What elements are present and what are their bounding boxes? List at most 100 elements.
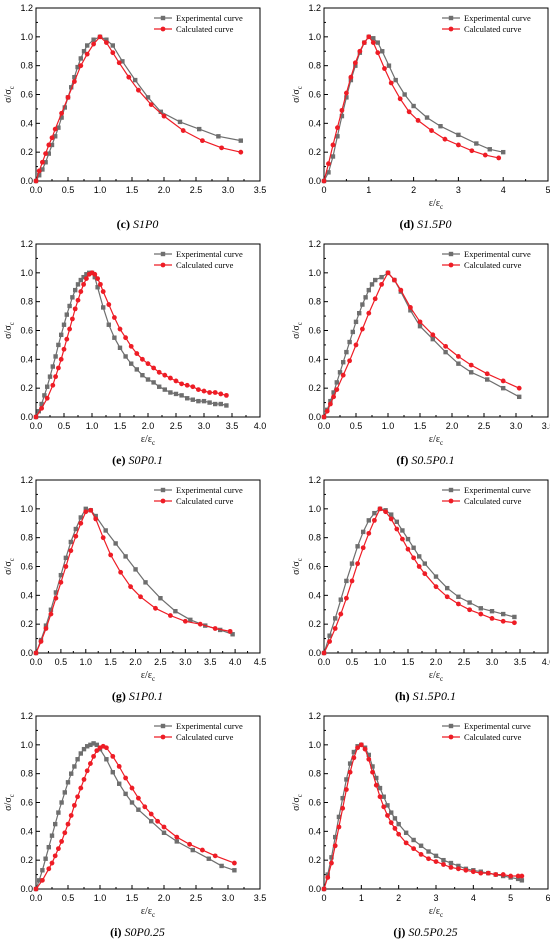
x-tick-label: 2.5 <box>190 893 203 903</box>
data-point-experimental <box>62 790 67 795</box>
x-tick-label: 4.0 <box>254 421 267 431</box>
y-tick-label: 0.4 <box>20 118 33 128</box>
data-point-calculated <box>418 852 424 857</box>
data-point-calculated <box>92 271 98 277</box>
x-tick-label: 0.0 <box>318 657 331 667</box>
data-point-experimental <box>201 398 207 404</box>
data-point-experimental <box>374 775 379 781</box>
x-axis-label-main: ε/ε <box>141 434 152 445</box>
data-point-calculated <box>108 552 114 558</box>
x-tick-label: 3.0 <box>486 657 499 667</box>
data-point-experimental <box>46 844 51 850</box>
data-point-experimental <box>418 843 424 848</box>
y-tick-label: 0.2 <box>20 855 33 865</box>
data-point-calculated <box>484 371 490 377</box>
data-point-calculated <box>33 414 39 420</box>
x-tick-label: 3.0 <box>179 657 192 667</box>
data-point-experimental <box>351 749 357 755</box>
y-tick-label: 0.6 <box>308 326 321 336</box>
x-tick-label: 3.0 <box>198 421 211 431</box>
x-tick-label: 2.0 <box>129 657 142 667</box>
data-point-experimental <box>67 303 72 309</box>
series-calculated <box>321 742 525 892</box>
y-tick-label: 0.4 <box>20 826 33 836</box>
y-axis-label-main: σ/σ <box>291 89 302 103</box>
data-point-calculated <box>339 107 345 113</box>
data-point-experimental <box>63 555 69 561</box>
x-axis-label: ε/εc <box>141 906 155 919</box>
x-tick-label: 5 <box>545 185 550 195</box>
data-point-experimental <box>213 401 218 407</box>
data-point-experimental <box>417 554 422 559</box>
data-point-calculated <box>443 343 448 349</box>
data-point-calculated <box>72 79 77 84</box>
legend-marker <box>448 498 454 504</box>
data-point-calculated <box>344 595 349 601</box>
data-point-calculated <box>456 142 461 148</box>
data-point-experimental <box>69 85 74 90</box>
data-point-calculated <box>53 374 58 380</box>
series-line-experimental <box>35 272 227 418</box>
series-line-experimental <box>35 508 233 654</box>
data-point-experimental <box>129 361 134 366</box>
y-axis-label-subscript: c <box>296 322 304 325</box>
data-point-experimental <box>84 272 89 277</box>
y-axis-label: σ/σc <box>3 86 16 103</box>
x-tick-label: 2.5 <box>154 657 167 667</box>
data-point-calculated <box>200 847 205 853</box>
data-point-experimental <box>83 506 88 512</box>
data-point-experimental <box>112 335 117 340</box>
data-point-experimental <box>62 105 67 110</box>
data-point-calculated <box>145 361 151 367</box>
chart-svg-d: 0 1 2 3 4 50.00.20.40.60.81.01.2σ/σcε/εcExper… <box>291 3 550 211</box>
data-point-calculated <box>78 63 84 69</box>
data-point-calculated <box>417 319 423 325</box>
chart-svg-i: 0.0 0.5 1.0 1.5 2.0 2.5 3.0 3.5 0.0 0.2 0.4 0.6 0.8 1… <box>3 711 266 919</box>
x-axis-label: ε/εc <box>429 670 443 683</box>
x-tick-label: 3 <box>456 185 461 195</box>
data-point-experimental <box>42 393 47 398</box>
caption-name: S0.5P0.25 <box>408 925 458 939</box>
data-point-calculated <box>372 296 378 302</box>
data-point-calculated <box>148 811 154 817</box>
data-point-experimental <box>174 839 179 844</box>
data-point-experimental <box>339 113 345 119</box>
data-point-experimental <box>145 95 151 100</box>
data-point-experimental <box>501 611 506 617</box>
data-point-calculated <box>123 335 128 341</box>
x-tick-label: 3.5 <box>542 421 550 431</box>
data-point-calculated <box>330 142 336 148</box>
data-point-experimental <box>78 751 83 756</box>
y-tick-label: 0.2 <box>20 383 33 393</box>
data-point-calculated <box>353 342 359 348</box>
data-point-calculated <box>347 358 352 364</box>
caption-name: S1.5P0.1 <box>412 689 456 703</box>
legend-marker <box>448 723 454 729</box>
data-point-experimental <box>58 572 64 578</box>
data-point-experimental <box>161 830 167 835</box>
data-point-experimental <box>75 64 80 70</box>
data-point-experimental <box>489 608 495 614</box>
data-point-experimental <box>485 377 490 382</box>
data-point-experimental <box>61 322 67 327</box>
data-point-calculated <box>321 414 327 420</box>
data-point-calculated <box>360 545 366 551</box>
series-line-experimental <box>323 744 523 890</box>
data-point-calculated <box>388 80 394 86</box>
data-point-experimental <box>411 837 416 843</box>
x-tick-label: 4.0 <box>542 657 550 667</box>
x-tick-label: 1 <box>366 185 371 195</box>
data-point-experimental <box>158 109 163 114</box>
data-point-experimental <box>363 295 368 300</box>
chart-svg-h: 0.0 0.5 1.0 1.5 2.0 2.5 3.0 3.5 4.0 0.0 0.2 0.4 0.6 0… <box>291 475 550 683</box>
data-point-calculated <box>104 40 109 45</box>
data-point-experimental <box>344 349 349 355</box>
data-point-calculated <box>392 277 397 283</box>
data-point-calculated <box>227 628 233 634</box>
y-axis-label-subscript: c <box>8 794 16 797</box>
data-point-experimental <box>361 529 366 535</box>
data-point-calculated <box>182 618 188 624</box>
data-point-calculated <box>352 60 358 66</box>
legend-label: Calculated curve <box>176 732 234 742</box>
data-point-experimental <box>341 360 346 365</box>
